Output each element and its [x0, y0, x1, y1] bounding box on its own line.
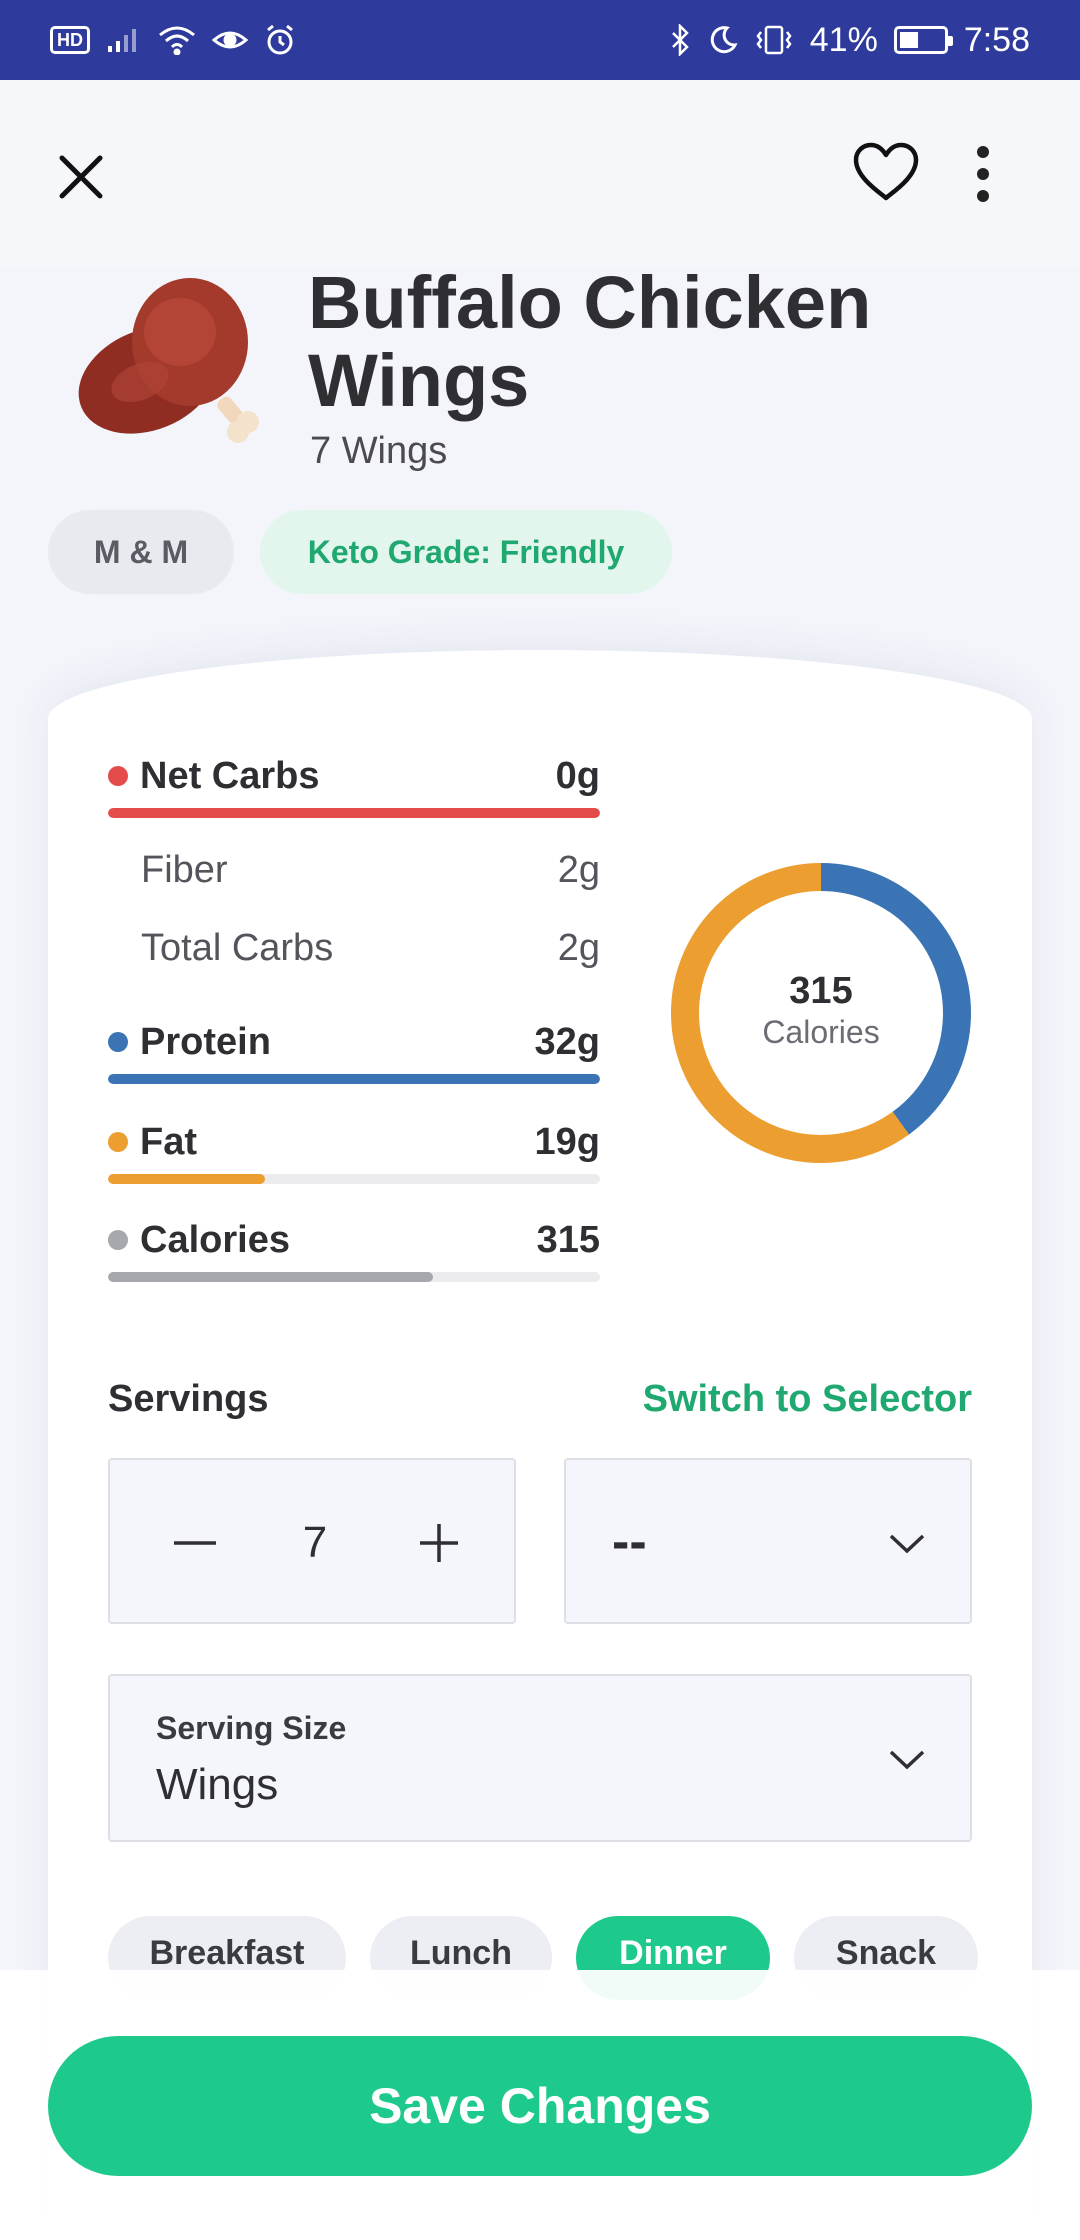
more-vertical-icon [977, 146, 989, 202]
calories-row: Calories 315 [108, 1218, 600, 1261]
more-options-button[interactable] [968, 140, 998, 210]
donut-segment-fat [671, 863, 971, 1163]
protein-row: Protein 32g [108, 1020, 600, 1063]
net-carbs-value: 0g [555, 754, 600, 797]
favorite-button[interactable] [852, 142, 920, 204]
serving-size-value: Wings [156, 1760, 279, 1809]
battery-icon [893, 26, 953, 54]
fat-value: 19g [534, 1120, 600, 1163]
total-carbs-label: Total Carbs [141, 926, 334, 969]
brand-chip[interactable]: M & M [48, 510, 234, 594]
decrement-button[interactable] [170, 1520, 220, 1566]
fiber-value: 2g [557, 848, 600, 891]
food-subtitle: 7 Wings [310, 430, 448, 472]
bluetooth-icon [670, 24, 692, 56]
donut-calories-label: Calories [762, 1014, 880, 1050]
fat-bar [108, 1174, 600, 1184]
close-button[interactable] [52, 148, 110, 206]
hd-badge: HD [50, 26, 90, 54]
increment-button[interactable] [416, 1520, 462, 1566]
wifi-icon [158, 25, 196, 55]
keto-grade-chip[interactable]: Keto Grade: Friendly [260, 510, 672, 594]
fiber-row: Fiber 2g [108, 848, 600, 891]
battery-percent: 41% [809, 20, 878, 59]
fat-row: Fat 19g [108, 1120, 600, 1163]
heart-icon [853, 142, 919, 201]
vibrate-icon [754, 24, 794, 56]
save-changes-button[interactable]: Save Changes [48, 2036, 1032, 2176]
alarm-icon [264, 24, 296, 56]
donut-calories-value: 315 [789, 970, 853, 1012]
calories-donut-chart [671, 863, 971, 1163]
servings-label: Servings [108, 1378, 269, 1420]
status-bar: HD [0, 0, 1080, 80]
servings-count[interactable]: 7 [302, 1518, 328, 1567]
chevron-down-icon [889, 1750, 925, 1770]
net-carbs-bar-fill [108, 808, 600, 818]
protein-dot [108, 1032, 128, 1052]
eye-icon [212, 26, 248, 54]
fat-bar-fill [108, 1174, 266, 1184]
close-icon [59, 155, 103, 199]
serving-unit-select[interactable]: -- [564, 1458, 972, 1624]
chicken-wing-image [70, 262, 280, 452]
serving-size-label: Serving Size [156, 1710, 347, 1746]
fiber-label: Fiber [141, 848, 228, 891]
serving-unit-value: -- [612, 1513, 647, 1571]
net-carbs-row: Net Carbs 0g [108, 754, 600, 797]
protein-label: Protein [140, 1020, 271, 1063]
fat-label: Fat [140, 1120, 197, 1163]
calories-dot [108, 1230, 128, 1250]
calories-bar [108, 1272, 600, 1282]
serving-size-select[interactable]: Serving Size Wings [108, 1674, 972, 1842]
total-carbs-value: 2g [557, 926, 600, 969]
moon-icon [708, 25, 738, 55]
net-carbs-bar [108, 808, 600, 818]
calories-label: Calories [140, 1218, 290, 1261]
minus-icon [174, 1541, 216, 1545]
plus-icon [420, 1524, 458, 1562]
protein-bar [108, 1074, 600, 1084]
switch-to-selector-link[interactable]: Switch to Selector [642, 1378, 972, 1420]
food-title: Buffalo Chicken Wings [308, 261, 872, 422]
protein-value: 32g [534, 1020, 600, 1063]
net-carbs-dot [108, 766, 128, 786]
net-carbs-label: Net Carbs [140, 754, 320, 797]
calories-bar-fill [108, 1272, 433, 1282]
fat-dot [108, 1132, 128, 1152]
chevron-down-icon [889, 1534, 925, 1554]
app-header [0, 80, 1080, 266]
servings-stepper: 7 [108, 1458, 516, 1624]
total-carbs-row: Total Carbs 2g [108, 926, 600, 969]
protein-bar-fill [108, 1074, 600, 1084]
signal-icon [106, 26, 142, 54]
clock: 7:58 [963, 20, 1030, 59]
calories-value: 315 [536, 1218, 600, 1261]
